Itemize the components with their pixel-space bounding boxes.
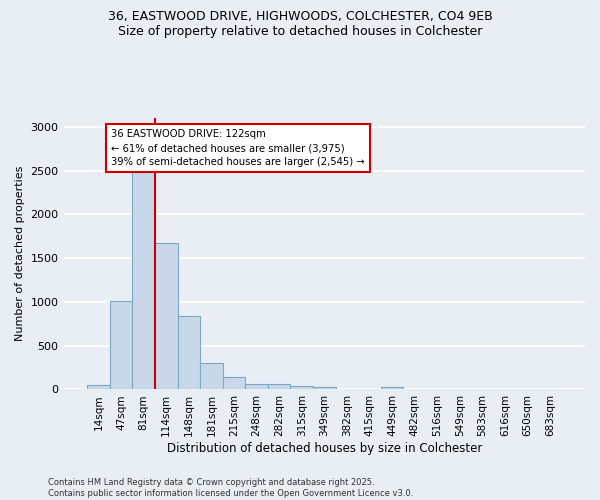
Bar <box>155 243 178 390</box>
X-axis label: Distribution of detached houses by size in Colchester: Distribution of detached houses by size … <box>167 442 482 455</box>
Bar <box>268 384 290 390</box>
Text: 36 EASTWOOD DRIVE: 122sqm
← 61% of detached houses are smaller (3,975)
39% of se: 36 EASTWOOD DRIVE: 122sqm ← 61% of detac… <box>111 130 365 168</box>
Bar <box>245 384 268 390</box>
Bar <box>110 302 133 390</box>
Bar <box>200 363 223 390</box>
Bar <box>87 385 110 390</box>
Bar <box>133 172 155 390</box>
Bar <box>313 388 335 390</box>
Y-axis label: Number of detached properties: Number of detached properties <box>15 166 25 342</box>
Bar <box>290 386 313 390</box>
Bar <box>178 316 200 390</box>
Bar <box>381 387 403 390</box>
Text: 36, EASTWOOD DRIVE, HIGHWOODS, COLCHESTER, CO4 9EB
Size of property relative to : 36, EASTWOOD DRIVE, HIGHWOODS, COLCHESTE… <box>107 10 493 38</box>
Text: Contains HM Land Registry data © Crown copyright and database right 2025.
Contai: Contains HM Land Registry data © Crown c… <box>48 478 413 498</box>
Bar <box>223 377 245 390</box>
